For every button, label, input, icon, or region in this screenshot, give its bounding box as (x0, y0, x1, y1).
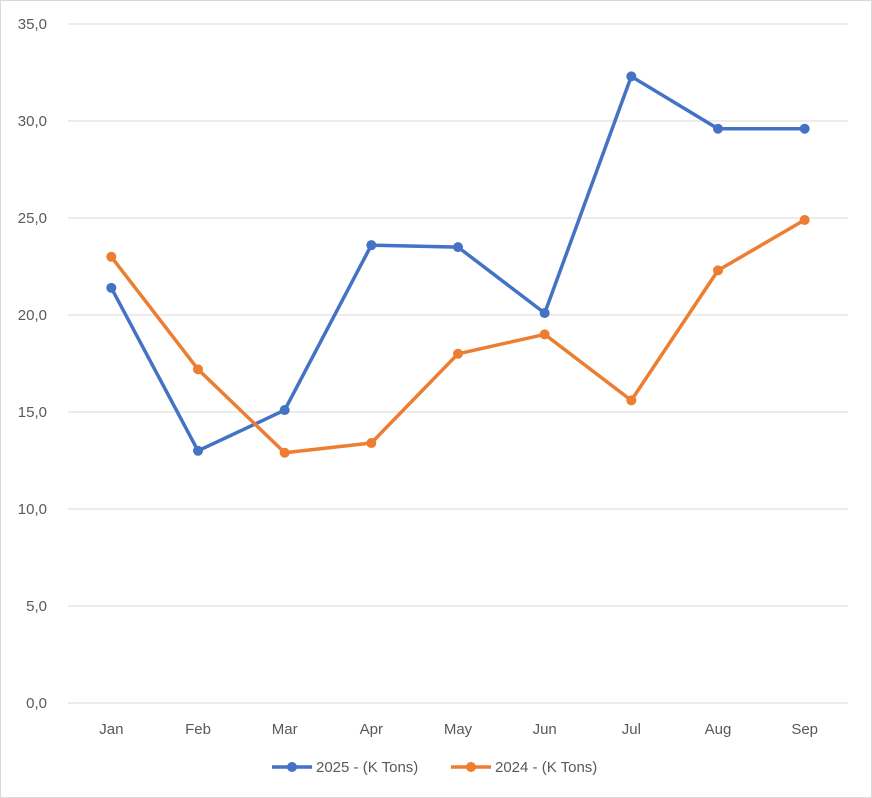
series-line (109, 74, 807, 453)
y-tick-label: 25,0 (18, 210, 47, 227)
data-point (799, 123, 810, 134)
series-2 (106, 214, 810, 458)
data-point (539, 308, 550, 319)
x-tick-label: Mar (272, 721, 298, 738)
legend-entry: 2024 - (K Tons) (451, 759, 597, 776)
x-tick-label: Jan (99, 721, 123, 738)
data-point (279, 405, 290, 416)
data-point (106, 282, 117, 293)
data-point (453, 348, 463, 359)
data-point (106, 251, 117, 262)
y-axis-ticks: 0,0 5,0 10,0 15,0 20,0 25,0 30,0 35,0 (18, 16, 47, 712)
legend-marker (287, 762, 297, 772)
legend-entry: 2025 - (K Tons) (272, 759, 418, 776)
y-tick-label: 30,0 (18, 113, 47, 130)
x-tick-label: Feb (185, 721, 211, 738)
legend: 2025 - (K Tons) 2024 - (K Tons) (272, 759, 597, 776)
series-lines (106, 71, 810, 458)
data-point (626, 71, 637, 82)
y-tick-label: 10,0 (18, 501, 47, 518)
x-tick-label: Jul (622, 721, 641, 738)
x-tick-label: Sep (791, 721, 818, 738)
x-tick-label: Apr (360, 721, 383, 738)
data-point (626, 395, 637, 406)
legend-label: 2024 - (K Tons) (495, 759, 597, 776)
data-point (366, 240, 377, 251)
y-tick-label: 5,0 (26, 598, 47, 615)
x-axis-ticks: Jan Feb Mar Apr May Jun Jul Aug Sep (99, 721, 818, 738)
data-point (279, 447, 290, 458)
gridlines (68, 23, 848, 704)
series-line (109, 218, 807, 455)
x-tick-label: Aug (705, 721, 732, 738)
data-point (539, 329, 550, 340)
series-1 (106, 71, 810, 456)
data-point (799, 214, 810, 225)
data-point (453, 242, 463, 253)
legend-label: 2025 - (K Tons) (316, 759, 418, 776)
y-tick-label: 35,0 (18, 16, 47, 33)
y-tick-label: 20,0 (18, 307, 47, 324)
y-tick-label: 0,0 (26, 695, 47, 712)
data-point (193, 445, 203, 456)
data-point (713, 265, 723, 276)
x-tick-label: Jun (533, 721, 557, 738)
y-tick-label: 15,0 (18, 404, 47, 421)
x-tick-label: May (444, 721, 473, 738)
data-point (713, 123, 723, 134)
legend-marker (466, 762, 476, 772)
data-point (366, 438, 377, 449)
data-point (193, 364, 203, 375)
